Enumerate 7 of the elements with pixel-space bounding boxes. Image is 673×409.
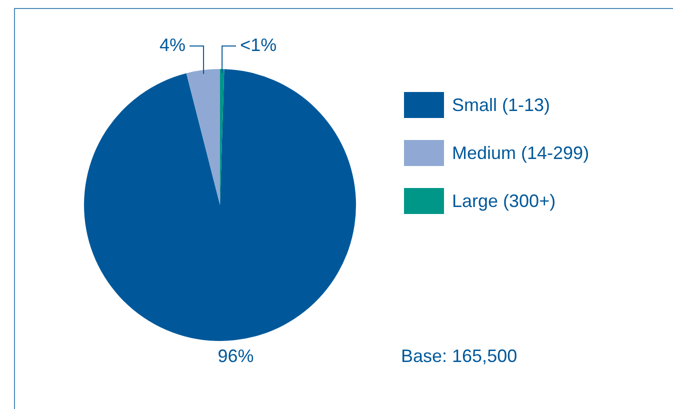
- legend-label: Large (300+): [452, 190, 556, 212]
- data-label: 96%: [218, 346, 254, 366]
- text: Base: 165,500: [401, 346, 518, 367]
- legend-label: Medium (14-299): [452, 142, 590, 164]
- data-label: 4%: [160, 34, 186, 55]
- legend-label: Small (1-13): [452, 94, 550, 116]
- data-label: <1%: [240, 34, 277, 55]
